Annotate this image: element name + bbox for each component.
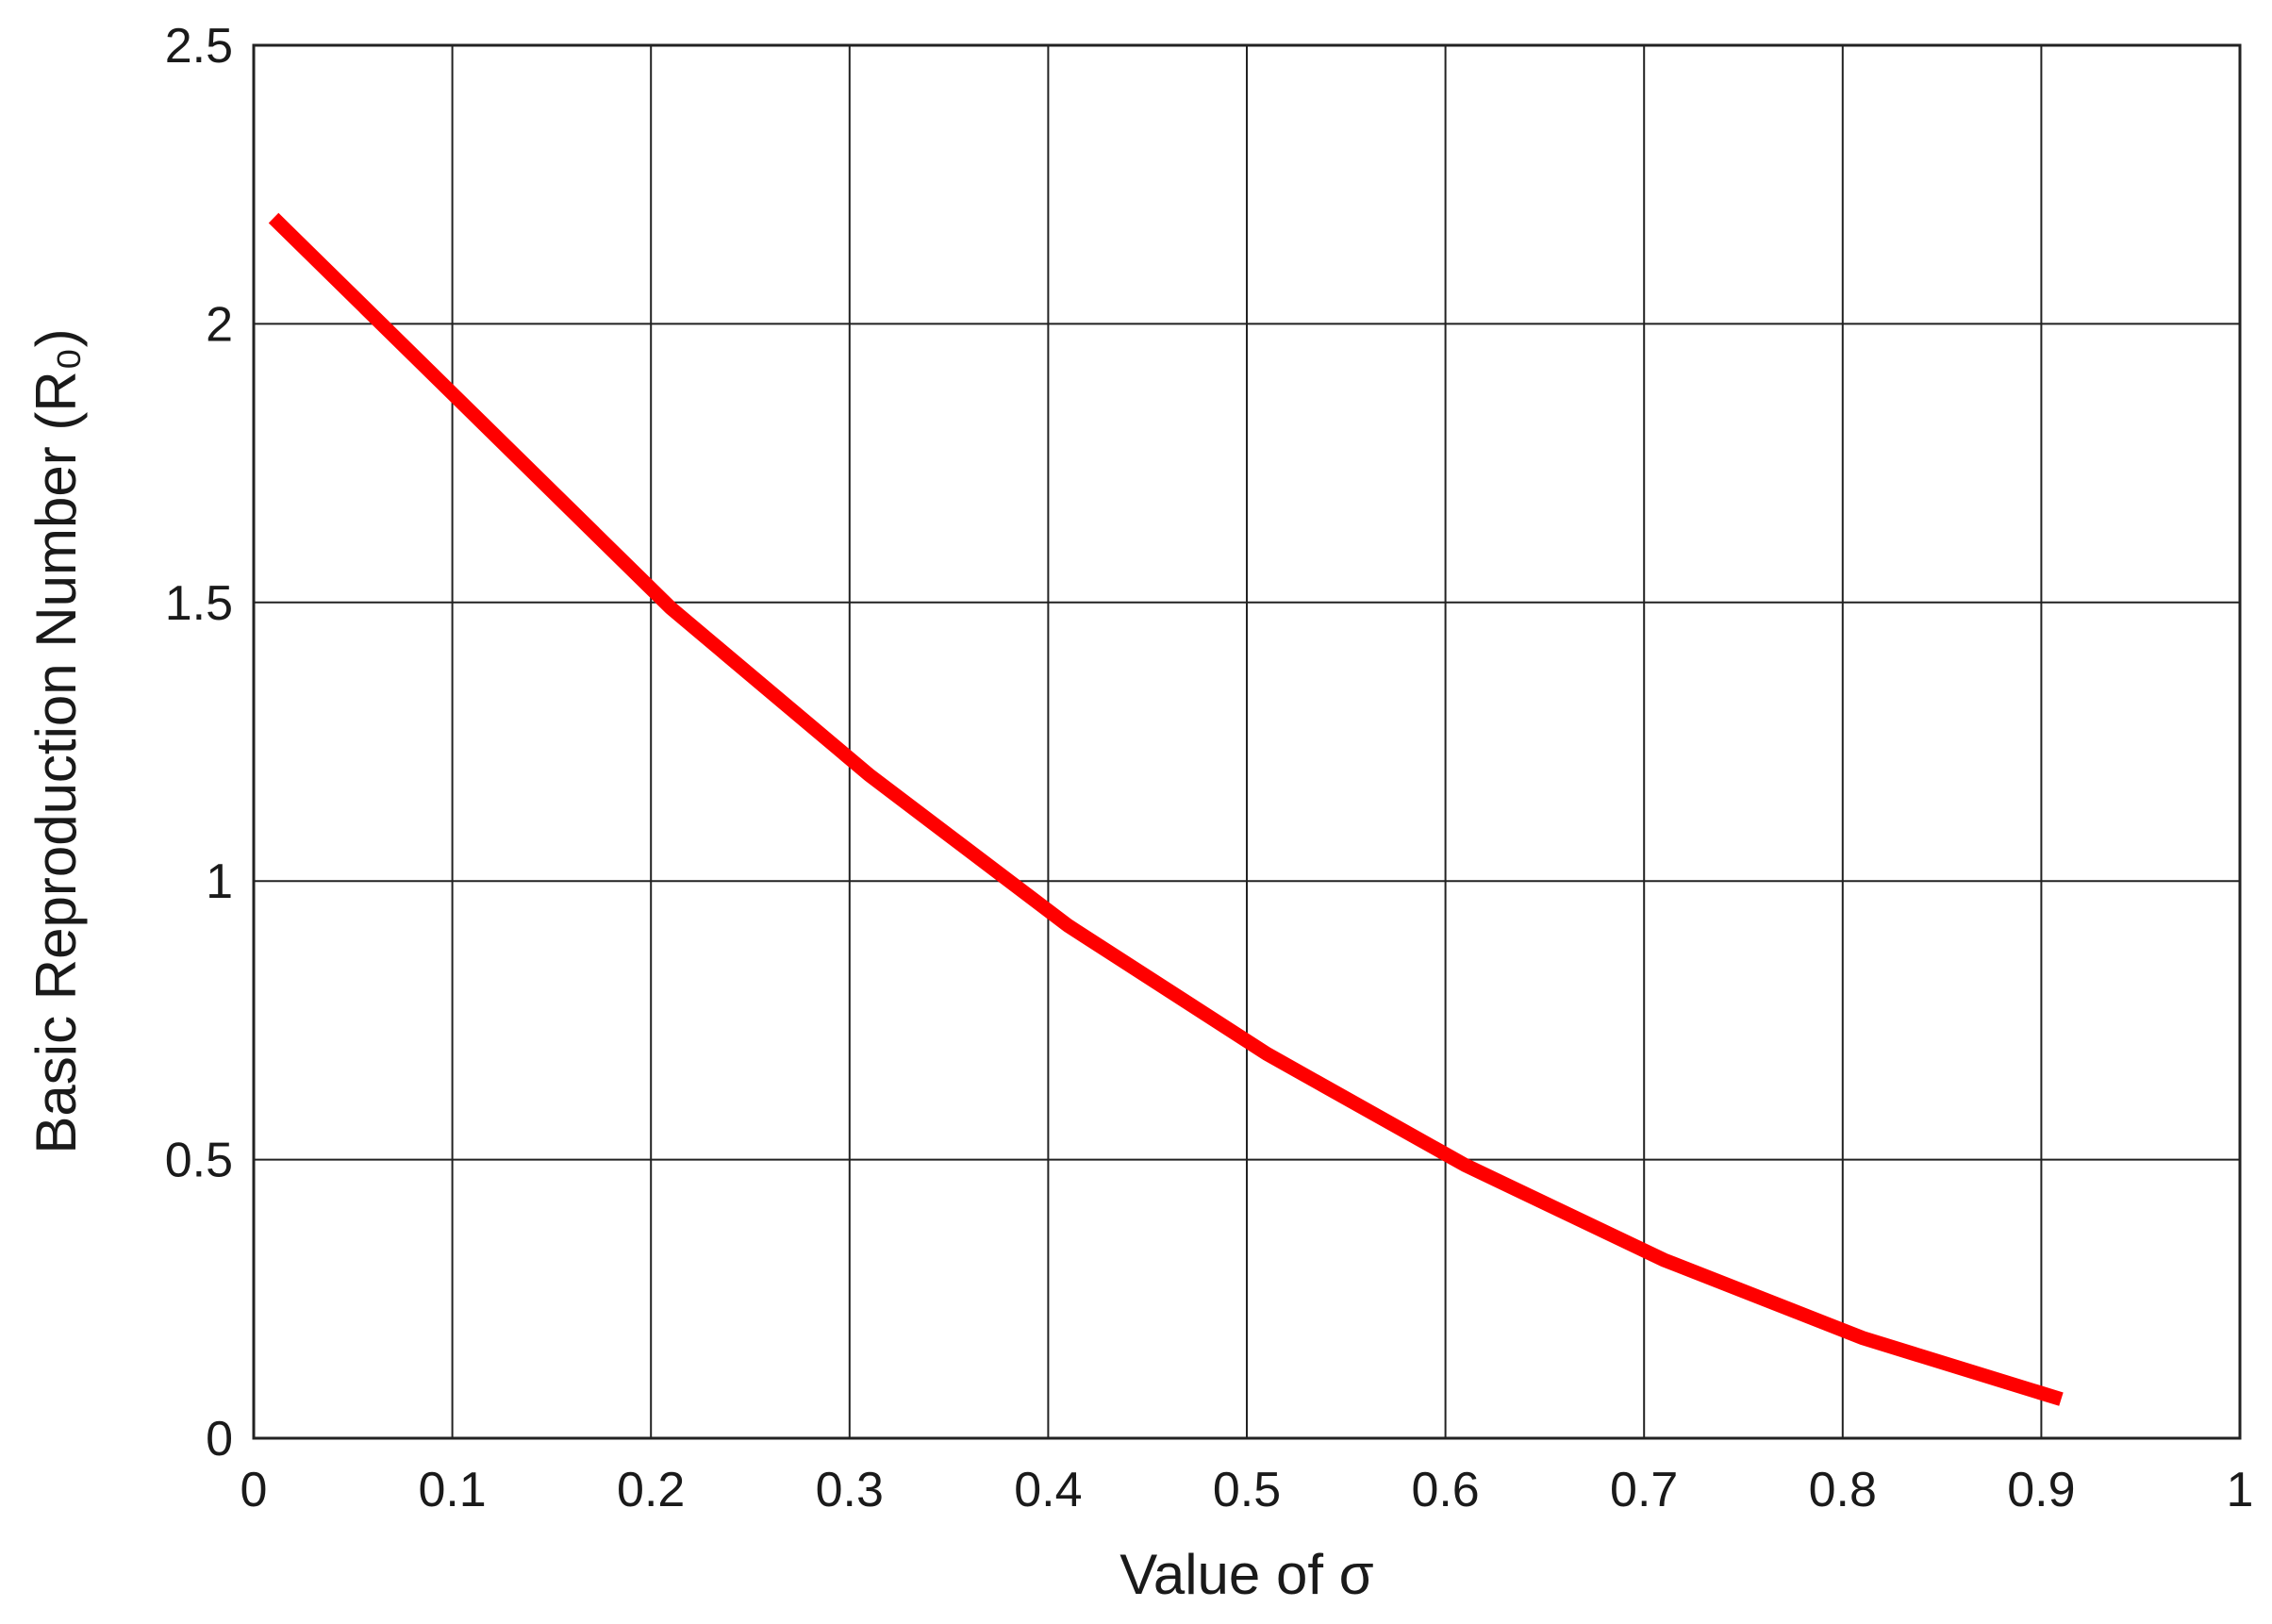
plot-frame xyxy=(252,43,2242,1440)
x-tick-label: 0 xyxy=(240,1463,268,1517)
y-tick-label: 0 xyxy=(206,1412,233,1467)
x-axis-label: Value of σ xyxy=(1119,1543,1373,1606)
data-line xyxy=(268,212,2064,1406)
y-tick-label: 2.5 xyxy=(165,19,233,74)
x-tick-label: 0.3 xyxy=(816,1463,884,1517)
y-tick-label: 1 xyxy=(206,854,233,909)
x-tick-label: 0.7 xyxy=(1610,1463,1678,1517)
x-tick-label: 0.6 xyxy=(1411,1463,1479,1517)
x-tick-label: 0.9 xyxy=(2007,1463,2075,1517)
x-tick-label: 0.4 xyxy=(1014,1463,1082,1517)
x-tick-label: 0.1 xyxy=(418,1463,486,1517)
y-tick-label: 0.5 xyxy=(165,1134,233,1188)
y-tick-label: 1.5 xyxy=(165,576,233,631)
x-tick-label: 1 xyxy=(2227,1463,2254,1517)
x-tick-label: 0.8 xyxy=(1809,1463,1877,1517)
x-tick-label: 0.2 xyxy=(617,1463,685,1517)
y-axis-label: Basic Reproduction Number (R₀) xyxy=(25,328,88,1153)
x-tick-label: 0.5 xyxy=(1213,1463,1281,1517)
y-tick-label: 2 xyxy=(206,297,233,352)
